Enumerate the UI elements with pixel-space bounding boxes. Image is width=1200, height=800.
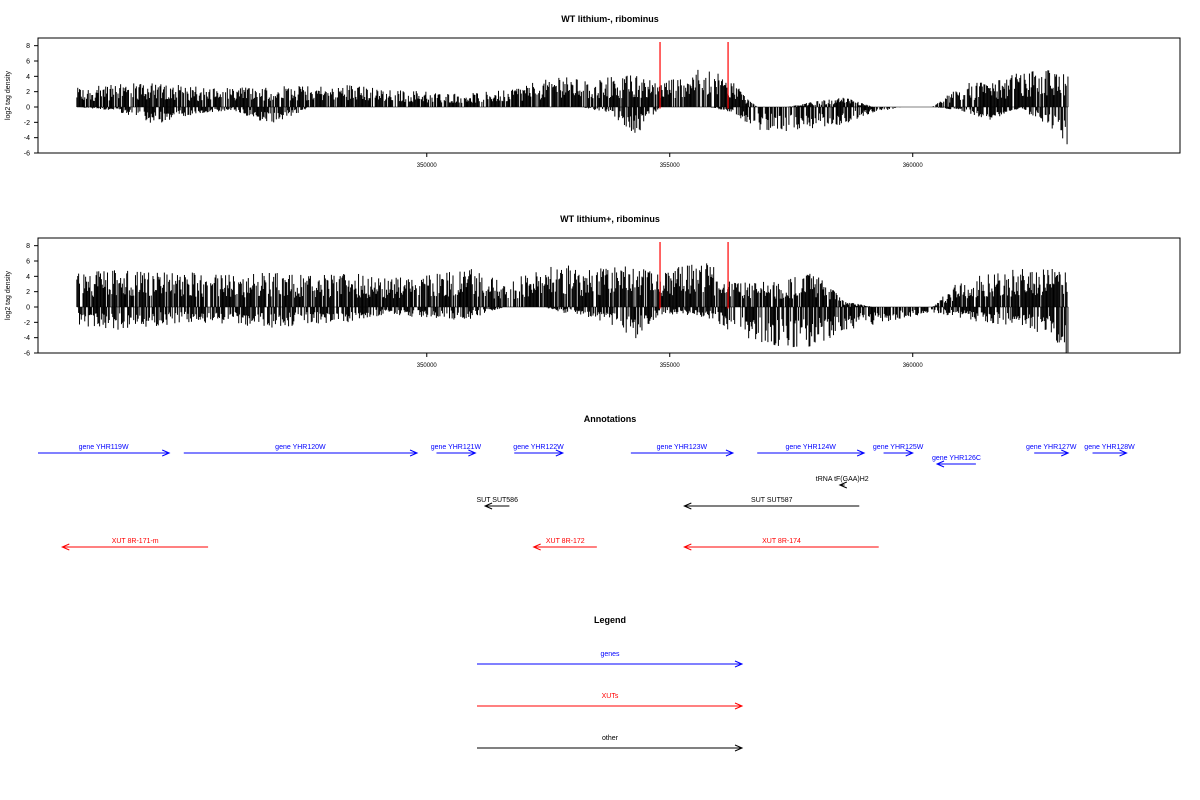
- feature-arrow: [61, 543, 209, 551]
- legend-arrow: [477, 702, 744, 710]
- arrow-head: [468, 449, 477, 457]
- feature-label: gene YHR120W: [275, 444, 326, 451]
- x-tick-label: 355000: [660, 363, 681, 369]
- feature-arrow: [1034, 449, 1070, 457]
- x-tick-label: 350000: [417, 163, 438, 169]
- feature-arrow: [38, 449, 171, 457]
- y-tick-label: 8: [26, 243, 30, 250]
- y-tick-label: 6: [26, 259, 30, 266]
- arrow-head: [734, 660, 744, 668]
- legend-label: genes: [600, 651, 620, 658]
- feature-label: gene YHR127W: [1026, 444, 1077, 451]
- feature-arrow: [883, 449, 914, 457]
- feature-arrow: [683, 502, 860, 510]
- feature-label: SUT SUT587: [751, 497, 793, 504]
- feature-label: gene YHR121W: [431, 444, 482, 451]
- feature-arrow: [183, 449, 419, 457]
- annotations-panel: Annotations gene YHR119W gene YHR120W gene…: [38, 414, 1135, 551]
- arrow-head: [734, 702, 744, 710]
- feature-label: gene YHR126C: [932, 455, 981, 462]
- feature-label: XUT 8R-174: [762, 538, 801, 545]
- feature-arrow: [838, 481, 848, 489]
- density-track-lithium-minus: WT lithium-, ribominus log2 tag density -6…: [5, 14, 1181, 169]
- feature-arrow: [683, 543, 879, 551]
- legend-title: Legend: [594, 615, 626, 625]
- y-tick-label: 4: [26, 274, 30, 281]
- plot-frame: [37, 37, 1181, 154]
- arrow-head: [838, 481, 848, 489]
- arrow-head: [725, 449, 735, 457]
- arrow-head: [409, 449, 419, 457]
- arrow-head: [683, 543, 692, 551]
- y-tick-label: -4: [24, 135, 30, 142]
- y-tick-label: -6: [24, 351, 30, 358]
- legend-panel: Legend genes XUTs other: [477, 615, 744, 752]
- feature-arrow: [436, 449, 477, 457]
- arrow-head: [1061, 449, 1070, 457]
- density-bars: [76, 263, 1069, 354]
- chart-title: WT lithium-, ribominus: [561, 14, 659, 24]
- feature-arrow: [514, 449, 565, 457]
- feature-label: gene YHR119W: [79, 444, 129, 451]
- density-bars: [76, 69, 1069, 145]
- y-tick-label: 8: [26, 43, 30, 50]
- y-tick-label: 0: [26, 305, 30, 312]
- y-tick-label: -2: [24, 320, 30, 327]
- feature-arrow: [483, 502, 510, 510]
- arrow-head: [734, 744, 744, 752]
- arrow-head: [532, 543, 541, 551]
- arrow-head: [1119, 449, 1128, 457]
- arrow-head: [555, 449, 565, 457]
- y-axis-label: log2 tag density: [5, 70, 12, 120]
- x-tick-label: 350000: [417, 363, 438, 369]
- arrow-head: [905, 449, 914, 457]
- y-tick-label: -6: [24, 151, 30, 158]
- arrow-head: [61, 543, 70, 551]
- feature-label: XUT 8R-171-m: [112, 538, 159, 545]
- y-tick-label: 2: [26, 89, 30, 96]
- legend-arrow: [477, 660, 744, 668]
- arrow-head: [162, 449, 171, 457]
- x-tick-label: 355000: [660, 163, 681, 169]
- feature-arrow: [935, 460, 976, 468]
- feature-label: gene YHR122W: [513, 444, 564, 451]
- x-tick-label: 360000: [903, 363, 924, 369]
- chart-title: WT lithium+, ribominus: [560, 214, 660, 224]
- feature-arrow: [757, 449, 866, 457]
- y-tick-label: -4: [24, 335, 30, 342]
- feature-arrow: [1092, 449, 1128, 457]
- y-tick-label: -2: [24, 120, 30, 127]
- feature-label: gene YHR124W: [785, 444, 836, 451]
- annotations-title: Annotations: [584, 414, 637, 424]
- feature-label: SUT SUT586: [476, 497, 518, 504]
- feature-label: XUT 8R-172: [546, 538, 585, 545]
- plot-frame: [37, 237, 1181, 354]
- x-tick-label: 360000: [903, 163, 924, 169]
- arrow-head: [935, 460, 945, 468]
- feature-label: gene YHR123W: [657, 444, 708, 451]
- feature-label: gene YHR125W: [873, 444, 924, 451]
- arrow-head: [483, 502, 493, 510]
- legend-label: XUTs: [602, 693, 619, 700]
- density-track-lithium-plus: WT lithium+, ribominus log2 tag density -6…: [5, 214, 1181, 369]
- y-tick-label: 4: [26, 74, 30, 81]
- y-tick-label: 2: [26, 289, 30, 296]
- arrow-head: [856, 449, 866, 457]
- feature-arrow: [630, 449, 735, 457]
- y-tick-label: 0: [26, 105, 30, 112]
- y-axis-label: log2 tag density: [5, 270, 12, 320]
- feature-label: gene YHR128W: [1084, 444, 1135, 451]
- feature-label: tRNA tF(GAA)H2: [816, 476, 869, 483]
- legend-label: other: [602, 735, 619, 742]
- arrow-head: [683, 502, 692, 510]
- y-tick-label: 6: [26, 59, 30, 66]
- legend-arrow: [477, 744, 744, 752]
- feature-arrow: [532, 543, 597, 551]
